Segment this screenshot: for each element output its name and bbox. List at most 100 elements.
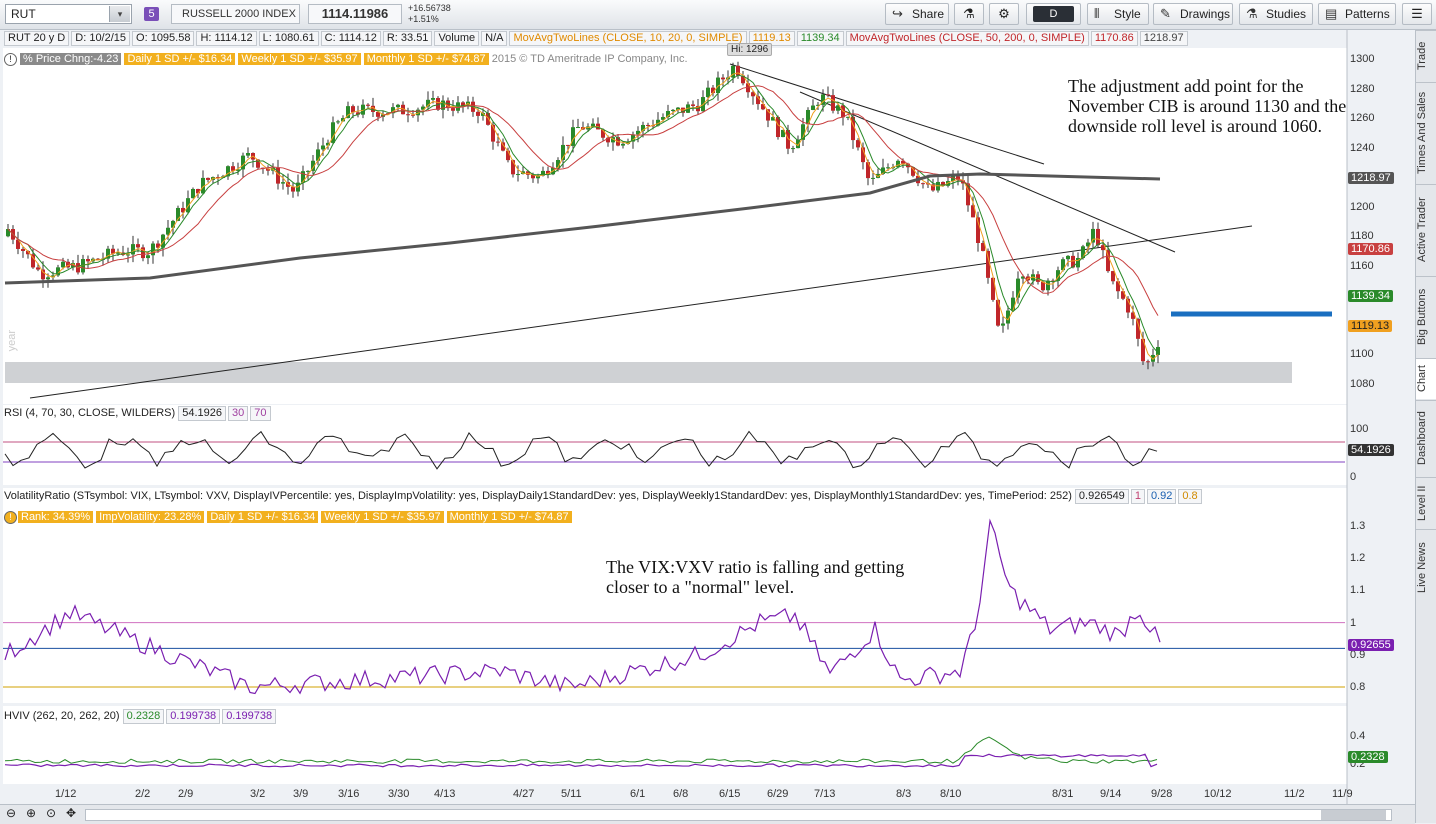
bottom-scrollbar[interactable]: ⊖ ⊕ ⊙ ✥ <box>0 804 1415 824</box>
vol-y-tick: 0.9 <box>1350 648 1366 661</box>
price-y-tick: 1180 <box>1350 230 1374 243</box>
hviv-study-label[interactable]: HVIV (262, 20, 262, 20) <box>4 710 120 722</box>
weekly-sd-label: Weekly 1 SD +/- $35.97 <box>238 53 361 65</box>
share-button[interactable]: ↪ Share <box>885 3 949 25</box>
price-info-bar: RUT 20 y D D: 10/2/15 O: 1095.58 H: 1114.12… <box>4 31 1190 46</box>
drag-icon[interactable]: ✥ <box>66 806 77 820</box>
symbol-text: RUT <box>11 7 36 21</box>
price-y-tick: 1240 <box>1350 141 1375 154</box>
change-readout: +16.56738 +1.51% <box>408 3 451 25</box>
info-circle-icon[interactable]: ! <box>4 511 17 524</box>
x-tick-label: 8/31 <box>1052 788 1074 800</box>
x-tick-label: 9/14 <box>1100 788 1122 800</box>
ma20-tag: 1139.34 <box>1348 290 1393 302</box>
volume-label: Volume <box>434 31 480 46</box>
zoom-reset-icon[interactable]: ⊙ <box>46 806 57 820</box>
rsi-value: 54.1926 <box>178 406 226 421</box>
rsi-overbought: 70 <box>250 406 271 421</box>
pencil-icon: ✎ <box>1160 6 1171 21</box>
info-circle-icon[interactable]: ! <box>4 53 17 66</box>
vol-y-tick: 1.3 <box>1350 520 1366 532</box>
rsi-oversold: 30 <box>228 406 249 421</box>
ma2-value-2: 1218.97 <box>1139 31 1188 46</box>
x-tick-label: 6/1 <box>630 788 646 800</box>
scroll-track[interactable] <box>85 809 1392 821</box>
hamburger-icon: ☰ <box>1411 6 1423 21</box>
price-y-tick: 1260 <box>1350 112 1375 125</box>
ma2-value-1: 1170.86 <box>1090 31 1138 46</box>
x-tick-label: 6/8 <box>673 788 689 800</box>
x-tick-label: 8/10 <box>940 788 962 800</box>
ma2-study-label[interactable]: MovAvgTwoLines (CLOSE, 50, 200, 0, SIMPL… <box>845 31 1089 46</box>
tab-trade[interactable]: Trade <box>1416 30 1436 81</box>
x-tick-label: 3/2 <box>250 788 266 800</box>
lab-flask-button[interactable]: ⚗ <box>954 3 984 25</box>
vol-v3: 0.8 <box>1178 489 1202 504</box>
close-cell: C: 1114.12 <box>320 31 381 46</box>
hviv-v3: 0.199738 <box>222 709 277 724</box>
tab-chart[interactable]: Chart <box>1416 358 1436 399</box>
studies-button[interactable]: ⚗ Studies <box>1239 3 1313 25</box>
price-y-tick: 1160 <box>1350 259 1374 272</box>
vol-monthly-sd: Monthly 1 SD +/- $74.87 <box>446 511 572 523</box>
tab-big-buttons[interactable]: Big Buttons <box>1416 276 1436 357</box>
period-cell[interactable]: RUT 20 y D <box>4 31 70 46</box>
price-y-tick: 1080 <box>1350 378 1375 390</box>
menu-button[interactable]: ☰ <box>1402 3 1432 25</box>
x-tick-label: 1/12 <box>55 788 77 800</box>
tab-active-trader[interactable]: Active Trader <box>1416 184 1436 275</box>
scroll-thumb[interactable] <box>1321 810 1386 820</box>
zoom-out-icon[interactable]: ⊖ <box>6 806 17 820</box>
zoom-in-icon[interactable]: ⊕ <box>26 806 37 820</box>
vol-y-tick: 1 <box>1350 616 1357 629</box>
vol-v1: 1 <box>1130 489 1145 504</box>
rsi-label-row: RSI (4, 70, 30, CLOSE, WILDERS) 54.1926 3… <box>4 406 273 421</box>
rsi-y-0: 0 <box>1350 471 1357 483</box>
tab-level-ii[interactable]: Level II <box>1416 477 1436 528</box>
symbol-group-badge[interactable]: 5 <box>144 7 159 21</box>
patterns-button[interactable]: ▤ Patterns <box>1318 3 1396 25</box>
x-tick-label: 10/12 <box>1204 788 1232 800</box>
hviv-y-04: 0.4 <box>1350 730 1366 742</box>
x-tick-label: 3/30 <box>388 788 410 800</box>
share-label: Share <box>912 7 945 21</box>
x-tick-label: 11/9 <box>1332 788 1353 800</box>
index-name: RUSSELL 2000 INDEX <box>171 4 300 24</box>
ma200-tag: 1218.97 <box>1348 172 1394 184</box>
hviv-v2: 0.199738 <box>166 709 221 724</box>
rsi-y-100: 100 <box>1350 423 1369 435</box>
tab-times-and-sales[interactable]: Times And Sales <box>1416 82 1436 183</box>
pct-change-label: % Price Chng:-4.23 <box>20 53 122 65</box>
ma1-study-label[interactable]: MovAvgTwoLines (CLOSE, 10, 20, 0, SIMPLE… <box>509 31 747 46</box>
x-tick-label: 6/15 <box>719 788 741 800</box>
tab-live-news[interactable]: Live News <box>1416 529 1436 605</box>
x-tick-label: 7/13 <box>814 788 836 800</box>
drawings-button[interactable]: ✎ Drawings <box>1153 3 1233 25</box>
aggregation-button[interactable]: D <box>1026 3 1081 25</box>
symbol-input[interactable]: RUT ▾ <box>5 4 132 24</box>
tab-dashboard[interactable]: Dashboard <box>1416 400 1436 476</box>
x-tick-label: 9/28 <box>1151 788 1173 800</box>
price-annotation: The adjustment add point for the Novembe… <box>1068 76 1347 136</box>
share-icon: ↪ <box>892 6 903 21</box>
pct-change: +1.51% <box>408 14 439 24</box>
style-button[interactable]: ⫴ Style <box>1087 3 1149 25</box>
rsi-study-label[interactable]: RSI (4, 70, 30, CLOSE, WILDERS) <box>4 407 176 419</box>
hviv-tag: 0.2328 <box>1348 751 1388 763</box>
drawings-label: Drawings <box>1180 7 1231 21</box>
year-watermark: year <box>6 330 18 352</box>
price-y-tick: 1300 <box>1350 53 1375 65</box>
symbol-dropdown-icon[interactable]: ▾ <box>109 6 130 22</box>
settings-button[interactable]: ⚙ <box>989 3 1019 25</box>
x-tick-label: 2/9 <box>178 788 194 800</box>
vol-study-label[interactable]: VolatilityRatio (STsymbol: VIX, LTsymbol… <box>4 490 1072 502</box>
high-cell: H: 1114.12 <box>196 31 257 46</box>
vol-stats-row: ! Rank: 34.39% ImpVolatility: 23.28% Dail… <box>4 510 572 525</box>
volume-value: N/A <box>481 31 508 46</box>
vol-annotation: The VIX:VXV ratio is falling and getting… <box>606 557 905 597</box>
vol-y-tick: 1.1 <box>1350 584 1366 597</box>
candlestick-icon: ⫴ <box>1094 6 1100 21</box>
studies-label: Studies <box>1266 7 1307 21</box>
price-y-tick: 1280 <box>1350 82 1375 95</box>
ma10-tag: 1119.13 <box>1348 320 1393 332</box>
